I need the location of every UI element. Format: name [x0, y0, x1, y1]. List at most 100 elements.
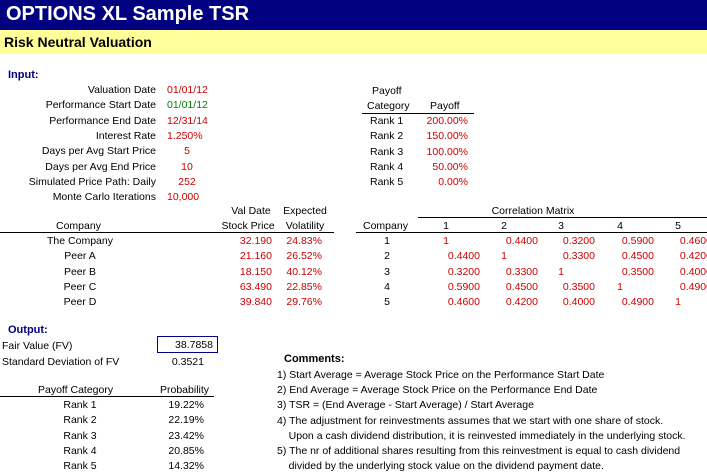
prob-header-category: Payoff Category: [38, 384, 114, 396]
company-header-vol-top: Expected: [283, 205, 327, 217]
input-value: 10,000: [167, 191, 200, 204]
comment-line: 1) Start Average = Average Stock Price o…: [277, 369, 605, 381]
input-label: Simulated Price Path: Daily: [28, 175, 156, 188]
payoff-value: 0.00%: [438, 176, 468, 189]
prob-category: Rank 2: [63, 414, 97, 427]
prob-value: 23.42%: [168, 429, 204, 442]
payoff-header-payoff: Payoff: [430, 100, 460, 112]
prob-value: 14.32%: [168, 460, 204, 473]
correlation-header-company: Company: [363, 220, 408, 232]
company-name: Peer C: [63, 280, 97, 293]
company-name: The Company: [47, 235, 113, 247]
comment-line: 4) The adjustment for reinvestments assu…: [277, 414, 664, 427]
std-dev-label: Standard Deviation of FV: [2, 356, 120, 368]
company-price: 21.160: [239, 250, 272, 263]
payoff-category: Rank 5: [370, 176, 404, 189]
correlation-cell: 0.3500: [621, 265, 654, 278]
input-label: Days per Avg Start Price: [41, 145, 156, 158]
prob-value: 19.22%: [168, 399, 204, 411]
correlation-row-id: 2: [384, 250, 390, 263]
correlation-col-header: 3: [558, 220, 564, 232]
company-header-price-top: Val Date: [231, 205, 271, 217]
correlation-col-header: 5: [675, 220, 681, 232]
correlation-cell: 1: [443, 235, 449, 247]
correlation-header-rule: [356, 232, 707, 233]
input-value: 10: [181, 160, 193, 173]
payoff-header-rule: [362, 113, 474, 114]
company-price: 18.150: [239, 265, 272, 278]
comment-line: 5) The nr of additional shares resulting…: [277, 445, 681, 457]
correlation-cell: 0.4000: [679, 265, 707, 278]
comment-line: Upon a cash dividend distribution, it is…: [277, 429, 686, 442]
input-label: Days per Avg End Price: [45, 160, 156, 173]
prob-category: Rank 5: [63, 460, 97, 473]
input-label: Valuation Date: [87, 84, 156, 96]
input-label: Interest Rate: [95, 129, 156, 142]
title-bar: OPTIONS XL Sample TSR: [0, 0, 707, 30]
payoff-value: 50.00%: [432, 160, 468, 173]
correlation-cell: 0.4500: [621, 250, 654, 263]
correlation-cell: 1: [675, 296, 681, 309]
input-label: Monte Carlo Iterations: [52, 191, 156, 204]
company-vol: 22.85%: [286, 280, 322, 293]
prob-header-rule: [0, 396, 214, 397]
input-value: 1.250%: [167, 129, 203, 142]
correlation-cell: 0.4900: [679, 280, 707, 293]
comments-heading: Comments:: [284, 353, 345, 365]
payoff-header-top: Payoff: [372, 85, 402, 97]
prob-header-prob: Probability: [160, 384, 210, 396]
correlation-cell: 0.4600: [447, 296, 480, 309]
correlation-row-id: 1: [384, 235, 390, 247]
correlation-cell: 0.3200: [562, 235, 595, 247]
company-vol: 40.12%: [286, 265, 322, 278]
company-price: 63.490: [239, 280, 272, 293]
company-vol: 29.76%: [286, 296, 322, 309]
correlation-col-header: 1: [443, 220, 449, 232]
payoff-value: 150.00%: [426, 130, 468, 143]
prob-category: Rank 3: [63, 429, 97, 442]
correlation-title: Correlation Matrix: [491, 205, 575, 217]
company-header-vol: Volatility: [285, 220, 325, 232]
correlation-row-id: 3: [384, 265, 390, 278]
input-value: 12/31/14: [167, 114, 208, 127]
correlation-cell: 0.3300: [505, 265, 538, 278]
payoff-category: Rank 4: [370, 160, 404, 173]
company-header-company: Company: [56, 220, 101, 232]
correlation-cell: 0.4400: [447, 250, 480, 263]
company-price: 32.190: [239, 235, 272, 247]
correlation-cell: 0.4200: [505, 296, 538, 309]
correlation-cell: 0.4500: [505, 280, 538, 293]
correlation-cell: 0.5900: [447, 280, 480, 293]
prob-value: 22.19%: [168, 414, 204, 427]
correlation-cell: 0.4000: [562, 296, 595, 309]
correlation-cell: 0.4400: [505, 235, 538, 247]
input-value: 01/01/12: [167, 84, 208, 96]
prob-category: Rank 1: [63, 399, 97, 411]
fair-value-label: Fair Value (FV): [2, 340, 73, 352]
correlation-cell: 0.3200: [447, 265, 480, 278]
std-dev-value: 0.3521: [171, 356, 204, 368]
comment-line: divided by the underlying stock value on…: [277, 460, 604, 473]
fair-value-box: 38.7858: [157, 336, 218, 353]
company-vol: 26.52%: [286, 250, 322, 263]
output-heading: Output:: [8, 324, 48, 336]
input-label: Performance Start Date: [45, 99, 156, 112]
subtitle-bar: Risk Neutral Valuation: [0, 30, 707, 54]
company-vol: 24.83%: [286, 235, 322, 247]
correlation-cell: 0.4900: [621, 296, 654, 309]
payoff-category: Rank 2: [370, 130, 404, 143]
payoff-value: 100.00%: [426, 145, 468, 158]
input-value: 252: [178, 175, 196, 188]
correlation-row-id: 4: [384, 280, 390, 293]
correlation-title-rule: [418, 217, 707, 218]
page-title: OPTIONS XL Sample TSR: [6, 3, 250, 25]
prob-category: Rank 4: [63, 444, 97, 457]
input-heading: Input:: [8, 69, 39, 81]
company-name: Peer D: [63, 296, 97, 309]
correlation-cell: 0.4200: [679, 250, 707, 263]
correlation-col-header: 2: [501, 220, 507, 232]
fair-value-value: 38.7858: [175, 339, 213, 351]
correlation-cell: 1: [617, 280, 623, 293]
correlation-cell: 0.5900: [621, 235, 654, 247]
correlation-row-id: 5: [384, 296, 390, 309]
